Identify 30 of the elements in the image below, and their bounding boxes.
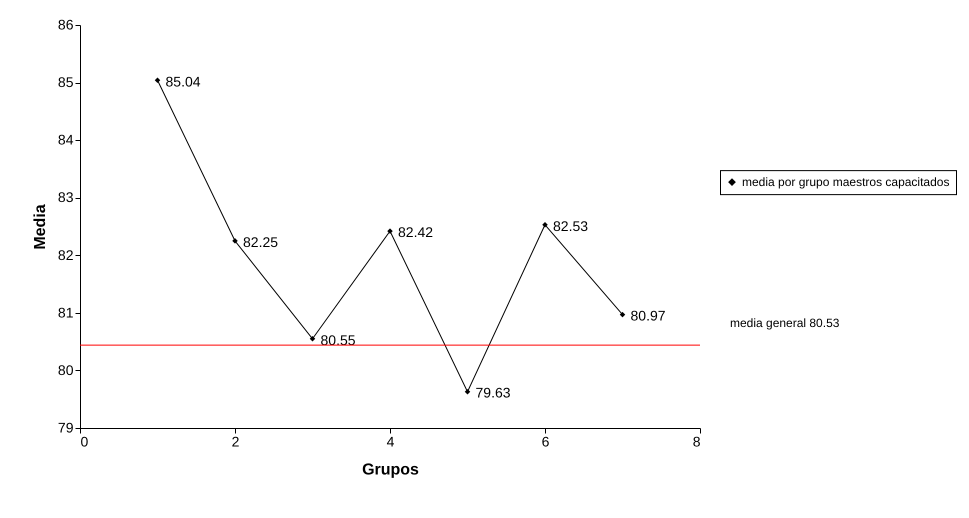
data-label: 85.04 [166,73,201,90]
point [232,238,238,244]
point [154,78,160,84]
data-label: 80.97 [630,308,666,324]
data-label: 79.63 [476,384,511,401]
point [542,222,548,228]
x-tick-label: 6 [542,434,550,450]
y-axis-title: Media [32,204,49,250]
point [620,312,626,318]
x-tick-label: 4 [386,434,395,450]
x-axis-title: Grupos [362,462,420,478]
legend-label: media por grupo maestros capacitados [742,175,950,190]
y-tick-label: 81 [58,304,74,320]
data-label: 82.25 [243,234,278,250]
data-label: 80.55 [320,332,356,348]
ref-line-label: media general 80.53 [730,316,840,330]
y-tick-label: 86 [58,16,74,32]
y-tick-label: 80 [58,362,74,378]
point [464,388,470,394]
x-tick-label: 0 [80,434,88,450]
x-tick-label: 2 [232,434,240,450]
y-tick-label: 83 [58,189,74,206]
y-tick-label: 84 [58,132,74,148]
data-label: 82.53 [553,218,588,234]
y-tick-label: 85 [58,74,74,90]
x-tick-label: 8 [692,434,701,450]
y-tick-label: 82 [58,246,74,263]
data-label: 82.42 [398,224,434,240]
point [387,228,393,234]
y-tick-label: 79 [58,420,74,436]
